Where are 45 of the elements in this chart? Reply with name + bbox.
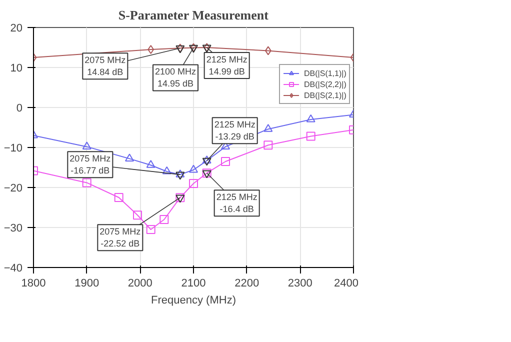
point: [125, 154, 134, 162]
x-axis-title: Frequency (MHz): [151, 294, 236, 306]
x-tick-label: 2400: [334, 278, 359, 290]
chart-title: S-Parameter Measurement: [118, 8, 270, 22]
legend-label: DB(|S(2,2)|): [304, 79, 346, 89]
x-tick-label: 1900: [74, 278, 100, 290]
y-tick-label: −30: [4, 222, 23, 234]
x-tick-label: 2100: [181, 278, 206, 290]
x-tick-label: 2300: [288, 278, 312, 290]
y-tick-label: −40: [4, 262, 23, 274]
point: [189, 164, 198, 173]
x-tick-label: 2200: [234, 278, 260, 290]
annotation: 2075 MHz -22.52 dB: [100, 226, 142, 249]
legend-label: DB(|S(2,1)|): [304, 90, 346, 100]
point: [176, 169, 185, 178]
point: [189, 179, 198, 188]
point: [162, 166, 172, 174]
annotation: 2125 MHz -16.4 dB: [216, 192, 258, 214]
point: [133, 210, 142, 220]
y-tick-label: 0: [16, 102, 23, 114]
point: [146, 225, 156, 234]
point: [114, 193, 124, 202]
annotation: 2075 MHz -16.77 dB: [70, 154, 112, 176]
point: [221, 157, 230, 166]
y-tick-label: 10: [10, 62, 23, 74]
annotation: 2075 MHz 14.84 dB: [84, 55, 126, 78]
annotation: 2100 MHz 14.95 dB: [154, 66, 197, 89]
legend-label: DB(|S(1,1)|): [304, 68, 346, 78]
point: [306, 132, 316, 141]
point: [146, 160, 156, 168]
point: [202, 156, 212, 164]
point: [306, 114, 316, 122]
y-tick-label: 20: [10, 22, 23, 34]
point: [82, 142, 92, 150]
point: [160, 215, 169, 224]
y-tick-label: −10: [4, 142, 23, 154]
x-tick-label: 2000: [128, 278, 152, 290]
point: [82, 178, 92, 188]
point: [148, 45, 154, 54]
x-tick-label: 1800: [21, 278, 46, 290]
point: [264, 124, 273, 132]
point: [264, 140, 273, 150]
annotation: 2125 MHz -13.29 dB: [214, 120, 256, 142]
y-tick-label: −20: [4, 182, 23, 194]
annotation: 2125 MHz 14.99 dB: [206, 54, 248, 77]
